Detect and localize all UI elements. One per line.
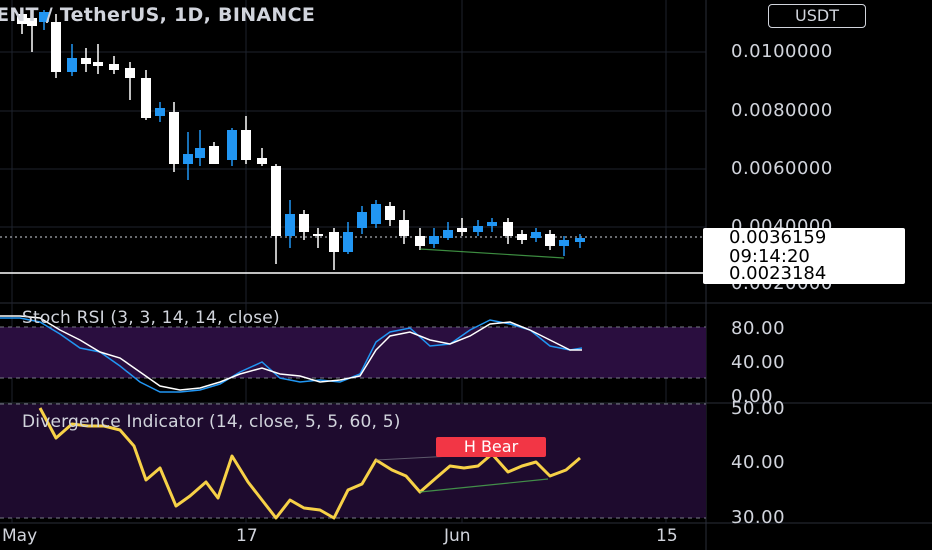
currency-button[interactable]: USDT	[768, 4, 866, 28]
candle-body	[39, 12, 49, 22]
candle-body	[17, 14, 27, 24]
candle-body	[169, 112, 179, 164]
price-tick: 0.0080000	[731, 100, 833, 121]
time-label: 15	[656, 526, 678, 546]
candle-body	[457, 228, 467, 232]
bar-countdown: 09:14:20	[729, 246, 810, 267]
candle-body	[371, 204, 381, 224]
candle-body	[195, 148, 205, 158]
price-tick: 0.0100000	[731, 41, 833, 62]
candle-body	[357, 212, 367, 228]
price-tick: 0.0060000	[731, 158, 833, 179]
rsi-divergence-lower-line	[419, 478, 549, 493]
divergence-tick: 30.00	[731, 507, 786, 528]
candle-body	[67, 58, 77, 72]
candle-body	[329, 232, 339, 252]
stoch-rsi-title[interactable]: Stoch RSI (3, 3, 14, 14, close)	[22, 308, 280, 328]
candle-body	[109, 64, 119, 70]
candle-body	[545, 234, 555, 246]
candle-body	[385, 206, 395, 220]
candle-body	[503, 222, 513, 236]
time-label: May	[2, 526, 38, 546]
candle-body	[559, 240, 569, 246]
candle-body	[51, 22, 61, 72]
candle-body	[531, 232, 541, 238]
candle-body	[209, 146, 219, 164]
candle-body	[227, 130, 237, 160]
candle-body	[343, 232, 353, 252]
candle-body	[285, 214, 295, 236]
stoch-tick: 40.00	[731, 352, 786, 373]
price-divergence-line	[419, 248, 565, 259]
candle-body	[81, 58, 91, 64]
divergence-band	[0, 404, 706, 518]
line-price-tag: 0.0023184	[703, 264, 905, 284]
candle-body	[93, 62, 103, 66]
last-price-value: 0.0036159	[729, 227, 827, 248]
candle-body	[183, 154, 193, 164]
candle-body	[429, 236, 439, 244]
stoch-tick: 0.00	[731, 386, 774, 407]
candle-body	[271, 166, 281, 236]
candle-body	[155, 108, 165, 116]
candle-body	[443, 230, 453, 238]
candle-body	[415, 236, 425, 246]
candle-body	[27, 18, 37, 26]
candle-body	[257, 158, 267, 164]
divergence-tick: 50.00	[731, 398, 786, 419]
divergence-title[interactable]: Divergence Indicator (14, close, 5, 5, 6…	[22, 412, 401, 432]
candle-body	[141, 78, 151, 118]
time-label: 17	[236, 526, 258, 546]
stoch-d-line	[0, 315, 582, 391]
divergence-tick: 40.00	[731, 452, 786, 473]
stoch-band	[0, 327, 706, 378]
candlestick-series	[17, 10, 585, 270]
time-label: Jun	[444, 526, 471, 546]
candle-body	[473, 226, 483, 232]
candle-body	[487, 222, 497, 226]
candle-body	[399, 220, 409, 236]
stoch-tick: 80.00	[731, 318, 786, 339]
candle-body	[313, 234, 323, 236]
symbol-title[interactable]: DENT / TetherUS, 1D, BINANCE	[0, 4, 316, 26]
candle-body	[575, 238, 585, 242]
last-price-tag: 0.0036159 09:14:20	[703, 228, 905, 268]
candle-body	[517, 234, 527, 240]
hidden-bearish-label: H Bear	[436, 437, 546, 457]
candle-body	[241, 130, 251, 160]
candle-body	[299, 214, 309, 232]
candle-body	[125, 68, 135, 78]
